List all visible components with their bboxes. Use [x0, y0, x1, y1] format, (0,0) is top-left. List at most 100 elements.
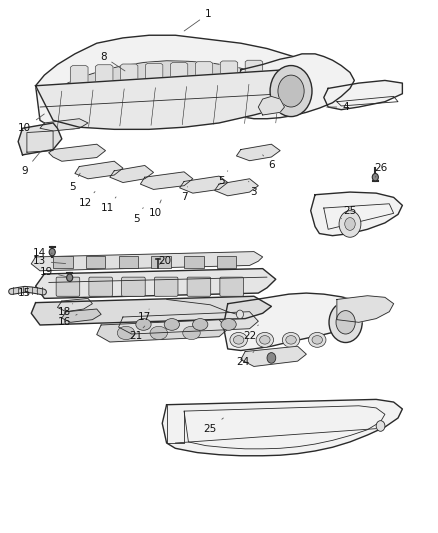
FancyBboxPatch shape: [187, 277, 211, 296]
Text: 5: 5: [69, 173, 80, 192]
Bar: [119, 256, 138, 268]
FancyBboxPatch shape: [220, 277, 244, 296]
Ellipse shape: [312, 336, 322, 344]
Ellipse shape: [164, 319, 180, 330]
Circle shape: [49, 248, 55, 256]
Text: 19: 19: [40, 267, 66, 277]
Text: 20: 20: [158, 256, 171, 266]
Text: 6: 6: [263, 155, 275, 171]
Polygon shape: [245, 60, 263, 95]
Polygon shape: [35, 269, 276, 298]
Text: 24: 24: [237, 352, 254, 367]
Polygon shape: [40, 119, 88, 131]
Text: 4: 4: [327, 102, 349, 112]
Circle shape: [345, 217, 355, 230]
Text: 21: 21: [129, 326, 145, 341]
Polygon shape: [31, 252, 263, 271]
Ellipse shape: [256, 333, 274, 348]
Text: 14: 14: [32, 248, 52, 258]
Ellipse shape: [286, 336, 296, 344]
Polygon shape: [223, 293, 367, 351]
Polygon shape: [35, 35, 306, 130]
Bar: [217, 256, 237, 268]
Polygon shape: [75, 161, 123, 179]
Ellipse shape: [283, 333, 300, 348]
Polygon shape: [62, 61, 267, 93]
Circle shape: [67, 274, 73, 281]
Circle shape: [372, 173, 378, 181]
Polygon shape: [170, 62, 188, 95]
Polygon shape: [120, 64, 138, 95]
Bar: [53, 256, 73, 268]
FancyBboxPatch shape: [89, 277, 113, 296]
Ellipse shape: [260, 336, 270, 344]
Ellipse shape: [117, 326, 135, 340]
Polygon shape: [18, 123, 62, 155]
Text: 25: 25: [341, 206, 357, 219]
Circle shape: [270, 66, 312, 117]
Text: 16: 16: [57, 314, 77, 327]
Bar: [184, 256, 204, 268]
Text: 7: 7: [181, 187, 187, 203]
Text: 18: 18: [57, 304, 73, 317]
Text: 12: 12: [79, 191, 95, 208]
Polygon shape: [35, 70, 306, 130]
Bar: [151, 256, 171, 268]
Text: 1: 1: [184, 9, 212, 31]
Ellipse shape: [193, 319, 208, 330]
Bar: [86, 256, 106, 268]
Ellipse shape: [221, 319, 236, 330]
Polygon shape: [180, 176, 228, 193]
Polygon shape: [237, 144, 280, 161]
Polygon shape: [220, 61, 238, 95]
Polygon shape: [71, 66, 88, 96]
Ellipse shape: [183, 326, 200, 340]
Text: 9: 9: [21, 152, 40, 176]
Polygon shape: [337, 296, 394, 322]
Polygon shape: [241, 346, 306, 367]
Circle shape: [267, 353, 276, 364]
FancyBboxPatch shape: [154, 277, 178, 296]
Polygon shape: [110, 165, 153, 182]
Polygon shape: [49, 144, 106, 161]
FancyBboxPatch shape: [122, 277, 145, 296]
Circle shape: [376, 421, 385, 431]
Ellipse shape: [308, 333, 326, 348]
Polygon shape: [97, 320, 228, 342]
Polygon shape: [119, 312, 258, 334]
Text: 5: 5: [218, 171, 228, 187]
Polygon shape: [311, 192, 403, 236]
Polygon shape: [145, 63, 163, 95]
Ellipse shape: [230, 333, 247, 348]
Circle shape: [339, 211, 361, 237]
Text: 26: 26: [374, 163, 387, 177]
Text: 3: 3: [249, 181, 257, 197]
Polygon shape: [215, 179, 258, 196]
Text: 13: 13: [32, 256, 66, 266]
Polygon shape: [162, 399, 403, 456]
Text: 8: 8: [100, 52, 125, 71]
Circle shape: [237, 310, 244, 319]
Circle shape: [336, 311, 355, 334]
Polygon shape: [31, 296, 272, 325]
FancyBboxPatch shape: [56, 277, 80, 296]
Polygon shape: [237, 54, 354, 119]
Polygon shape: [195, 62, 213, 95]
Text: 17: 17: [138, 309, 152, 322]
Polygon shape: [324, 80, 403, 110]
Text: 15: 15: [18, 288, 37, 298]
Ellipse shape: [233, 336, 244, 344]
Ellipse shape: [136, 319, 151, 330]
Polygon shape: [57, 298, 92, 312]
Ellipse shape: [150, 326, 167, 340]
Polygon shape: [62, 309, 101, 322]
Polygon shape: [95, 65, 113, 96]
Text: 5: 5: [133, 208, 143, 224]
Text: 25: 25: [204, 418, 223, 434]
Circle shape: [278, 75, 304, 107]
Text: 10: 10: [18, 114, 44, 133]
Text: 11: 11: [101, 197, 116, 213]
Polygon shape: [258, 96, 285, 115]
Text: 22: 22: [243, 325, 258, 341]
Circle shape: [329, 302, 362, 343]
